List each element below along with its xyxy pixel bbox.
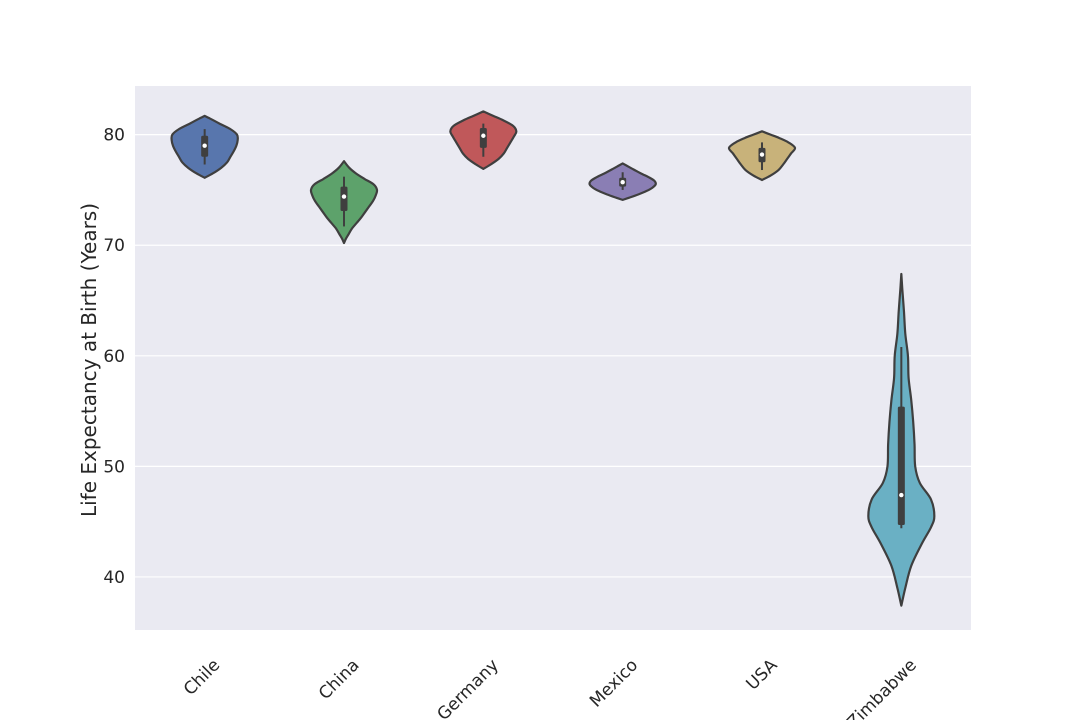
x-tick-label-zimbabwe: Zimbabwe <box>844 655 921 720</box>
median-dot-germany <box>481 133 486 138</box>
median-dot-zimbabwe <box>899 492 904 498</box>
y-axis-ticks: 40 50 60 70 80 <box>103 126 125 588</box>
x-tick-label-usa: USA <box>743 655 782 694</box>
violin-usa <box>727 130 797 182</box>
x-axis-ticks: Chile China Germany Mexico USA Zimbabwe <box>180 655 921 720</box>
violin-mexico <box>588 162 657 201</box>
median-dot-mexico <box>620 179 625 185</box>
y-tick-label-80: 80 <box>103 126 125 146</box>
violin-china <box>309 160 379 245</box>
y-axis-label: Life Expectancy at Birth (Years) <box>77 203 101 517</box>
y-tick-label-40: 40 <box>103 568 125 588</box>
x-tick-label-chile: Chile <box>180 655 224 699</box>
violins <box>170 110 936 607</box>
median-dot-china <box>341 194 347 199</box>
x-tick-label-germany: Germany <box>433 655 502 720</box>
y-tick-label-60: 60 <box>103 347 125 367</box>
iqr-box-germany <box>479 128 487 148</box>
violin-zimbabwe <box>867 272 936 607</box>
violin-chile <box>170 114 239 179</box>
y-tick-label-50: 50 <box>103 457 125 477</box>
median-dot-chile <box>202 143 207 148</box>
violin-germany <box>449 110 518 171</box>
y-tick-label-70: 70 <box>103 236 125 256</box>
median-dot-usa <box>759 152 765 157</box>
iqr-box-zimbabwe <box>897 406 905 525</box>
x-tick-label-china: China <box>315 655 363 703</box>
gridlines <box>135 134 971 578</box>
iqr-box-china <box>340 186 348 211</box>
x-tick-label-mexico: Mexico <box>586 655 642 711</box>
plot-area <box>135 86 971 630</box>
